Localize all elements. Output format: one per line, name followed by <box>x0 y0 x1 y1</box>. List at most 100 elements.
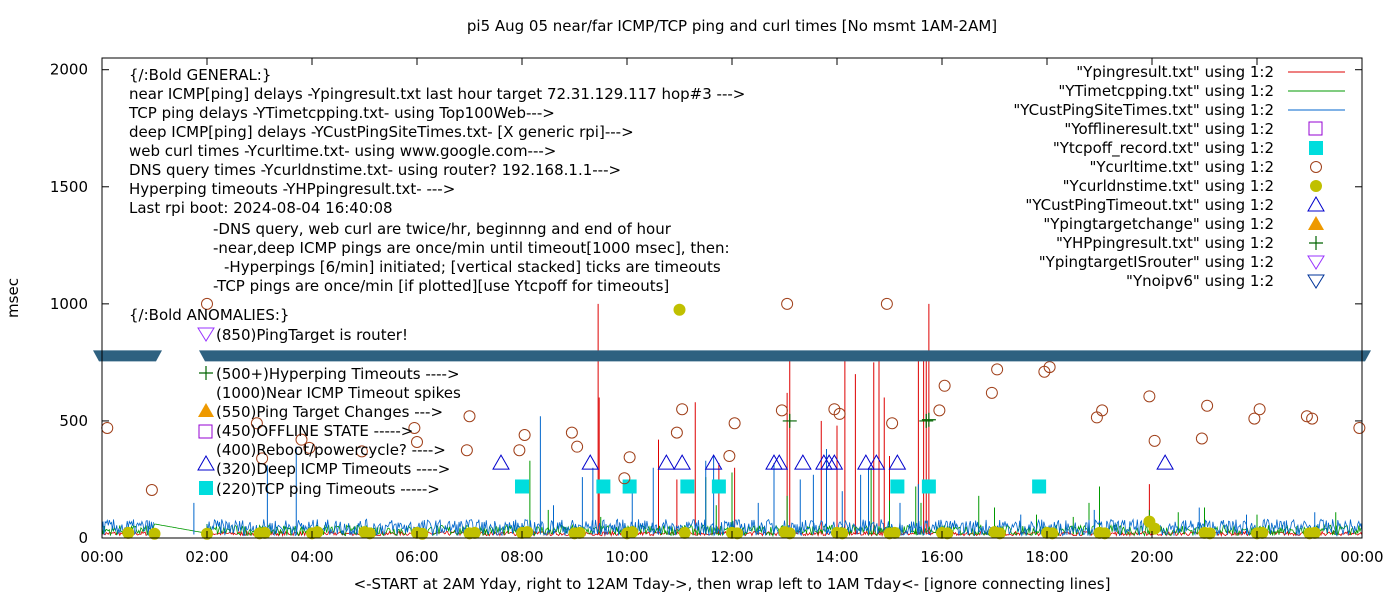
data-point <box>775 404 788 417</box>
data-point <box>363 527 376 540</box>
annotation-line: (320)Deep ICMP Timeouts ----> <box>216 460 450 478</box>
annotation-line: (400)Reboot/powercycle? ----> <box>216 441 446 459</box>
data-point <box>311 526 324 539</box>
data-point <box>836 527 849 540</box>
annotation-line: (850)PingTarget is router! <box>216 326 408 344</box>
data-point <box>888 526 901 539</box>
data-point <box>921 412 936 427</box>
x-tick-label: 18:00 <box>1025 548 1068 566</box>
legend-entry-label: "Ypingtargetchange" using 1:2 <box>1043 215 1274 233</box>
legend-marker <box>1307 195 1325 212</box>
data-point <box>355 445 368 458</box>
data-point <box>521 526 534 539</box>
annotation-line: (500+)Hyperping Timeouts ----> <box>216 365 460 383</box>
reference-band <box>93 350 1371 362</box>
y-tick-label: 500 <box>59 412 88 430</box>
data-point <box>723 450 736 463</box>
data-point <box>938 379 951 392</box>
data-point <box>1046 527 1059 540</box>
annotation-line: web curl times -Ycurltime.txt- using www… <box>129 142 556 160</box>
data-point <box>416 527 429 540</box>
data-point <box>492 454 510 470</box>
legend-entry-label: "YpingtargetISrouter" using 1:2 <box>1039 253 1274 271</box>
data-point <box>867 454 886 470</box>
data-point <box>794 454 812 470</box>
anomaly-key-marker <box>199 366 213 380</box>
data-point <box>857 454 875 470</box>
legend-entry-label: "YTimetcpping.txt" using 1:2 <box>1058 82 1274 100</box>
annotation-line: (1000)Near ICMP Timeout spikes <box>216 384 461 402</box>
data-point <box>657 454 676 470</box>
y-tick-label: 2000 <box>50 61 88 79</box>
annotation-line: TCP ping delays -YTimetcpping.txt- using… <box>128 104 555 122</box>
legend-entry-label: "Ypingresult.txt" using 1:2 <box>1076 63 1274 81</box>
data-point <box>518 428 531 441</box>
x-tick-label: 00:00 <box>1340 548 1383 566</box>
annotation-line: -DNS query, web curl are twice/hr, begin… <box>213 220 672 238</box>
data-point <box>1201 399 1214 412</box>
data-point <box>731 527 744 540</box>
data-point <box>623 451 636 464</box>
anomaly-key-marker <box>198 424 213 439</box>
x-tick-label: 10:00 <box>605 548 648 566</box>
annotation-line: -Hyperpings [6/min] initiated; [vertical… <box>224 258 721 276</box>
data-point <box>880 297 893 310</box>
legend: "Ypingresult.txt" using 1:2"YTimetcpping… <box>1013 63 1345 290</box>
x-tick-label: 06:00 <box>395 548 438 566</box>
x-tick-label: 12:00 <box>710 548 753 566</box>
data-point <box>295 433 308 446</box>
annotation-line: {/:Bold ANOMALIES:} <box>129 306 289 324</box>
legend-entry-label: "Yofflineresult.txt" using 1:2 <box>1064 120 1274 138</box>
data-point <box>770 454 789 470</box>
data-point <box>201 297 213 310</box>
data-point <box>673 303 686 316</box>
data-point <box>991 363 1004 376</box>
data-point <box>1195 432 1208 445</box>
y-tick-label: 0 <box>78 529 88 547</box>
data-point <box>933 404 946 417</box>
annotation-line: {/:Bold GENERAL:} <box>129 66 271 84</box>
data-point <box>1306 412 1319 425</box>
data-point <box>670 426 683 439</box>
data-point <box>122 526 135 539</box>
legend-marker <box>1307 255 1325 270</box>
data-point <box>256 452 269 465</box>
data-point <box>921 479 936 494</box>
data-point <box>622 479 637 494</box>
axes: 00:00 02:00 04:00 06:00 08:00 10:00 12:00 14:00… <box>50 58 1384 566</box>
data-point <box>782 413 797 428</box>
annotation-line: Hyperping timeouts -YHPpingresult.txt- -… <box>129 180 455 198</box>
legend-marker <box>1308 216 1324 230</box>
annotation-line: (450)OFFLINE STATE -----> <box>216 422 413 440</box>
data-point <box>468 526 481 539</box>
reference-band-right <box>199 350 1371 362</box>
data-point <box>148 527 161 540</box>
data-point <box>993 527 1006 540</box>
data-point <box>581 454 600 470</box>
data-point <box>833 407 846 420</box>
series-7-points <box>492 454 1174 470</box>
data-point <box>565 426 578 439</box>
data-point <box>618 472 631 485</box>
data-point <box>571 440 584 453</box>
data-point <box>781 297 794 310</box>
data-point <box>1156 454 1174 470</box>
annotation-line: (550)Ping Target Changes ---> <box>216 403 443 421</box>
y-axis-label: msec <box>4 278 22 318</box>
data-point <box>890 479 905 494</box>
data-point <box>513 444 526 457</box>
plot-area <box>101 297 1366 540</box>
y-tick-label: 1000 <box>50 295 88 313</box>
series-5-points <box>101 297 1366 496</box>
annotation-block: {/:Bold GENERAL:}near ICMP[ping] delays … <box>128 66 745 498</box>
annotation-line: (220)TCP ping Timeouts -----> <box>216 480 440 498</box>
x-tick-label: 22:00 <box>1235 548 1278 566</box>
data-point <box>1353 421 1366 434</box>
data-point <box>825 454 844 470</box>
data-point <box>678 526 691 539</box>
legend-marker <box>1309 141 1323 155</box>
data-point <box>711 479 726 494</box>
legend-marker <box>1310 180 1322 192</box>
